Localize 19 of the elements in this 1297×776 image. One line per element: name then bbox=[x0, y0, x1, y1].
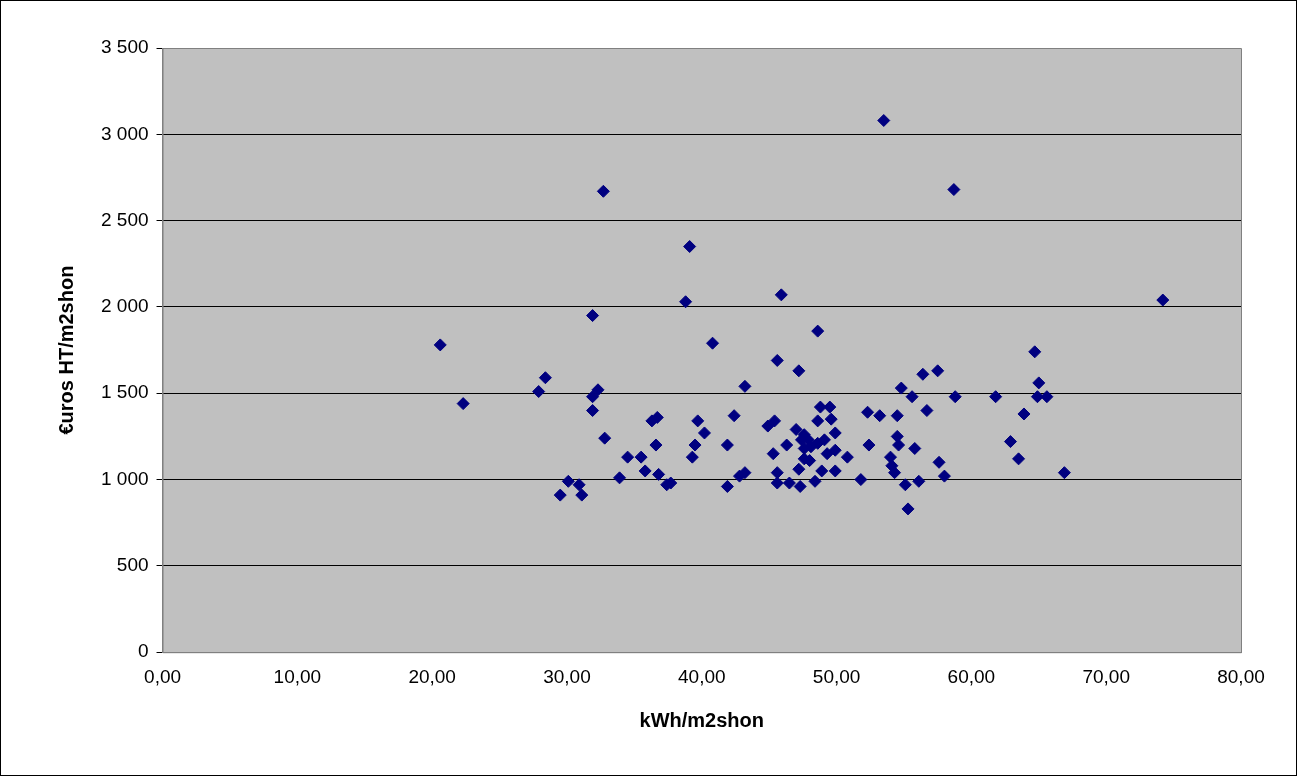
x-tick-label: 80,00 bbox=[1217, 665, 1265, 687]
x-tick-label: 0,00 bbox=[144, 665, 182, 687]
y-tick-label: 500 bbox=[116, 554, 149, 576]
x-tick-label: 60,00 bbox=[947, 665, 996, 687]
x-tick-label: 20,00 bbox=[408, 665, 456, 687]
y-tick-label: 1 500 bbox=[101, 381, 149, 403]
x-tick-label: 10,00 bbox=[273, 665, 322, 687]
x-axis-title: kWh/m2shon bbox=[639, 708, 764, 731]
y-tick-label: 2 000 bbox=[101, 295, 149, 317]
y-tick-label: 3 000 bbox=[101, 122, 149, 144]
x-tick-label: 50,00 bbox=[812, 665, 861, 687]
y-tick-label: 1 000 bbox=[101, 467, 149, 489]
x-tick-label: 70,00 bbox=[1082, 665, 1130, 687]
x-tick-label: 40,00 bbox=[678, 665, 726, 687]
y-tick-label: 3 500 bbox=[101, 36, 149, 58]
y-tick-label: 0 bbox=[137, 640, 149, 662]
y-axis-title: €uros HT/m2shon bbox=[54, 265, 77, 435]
x-tick-label: 30,00 bbox=[543, 665, 591, 687]
y-tick-label: 2 500 bbox=[101, 208, 149, 230]
